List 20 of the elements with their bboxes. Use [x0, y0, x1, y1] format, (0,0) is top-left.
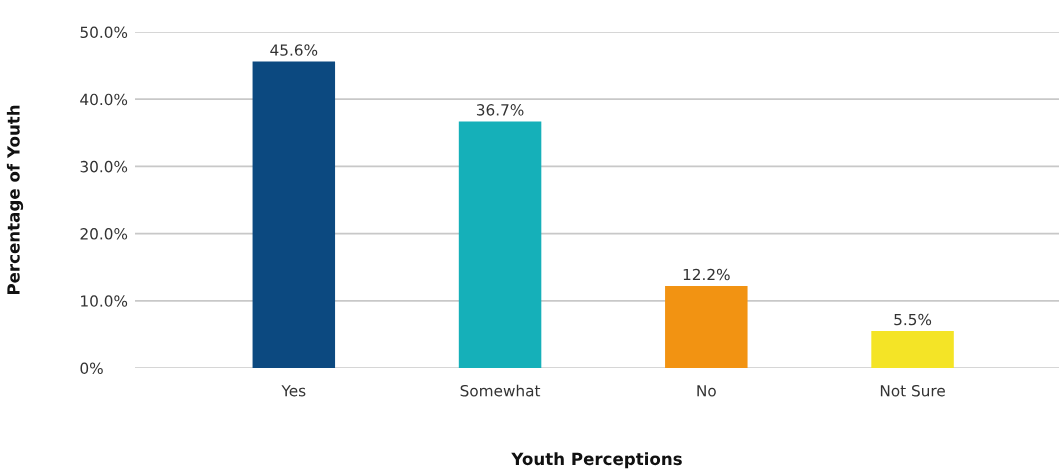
bar — [458, 121, 542, 368]
y-tick-label: 10.0% — [81, 295, 128, 307]
x-tick-label: Not Sure — [880, 384, 945, 397]
data-label: 45.6% — [270, 44, 318, 56]
y-tick-label: 20.0% — [80, 228, 128, 240]
y-axis-title: Percentage of Youth — [6, 105, 24, 295]
y-tick-label: 40.0% — [80, 93, 128, 106]
y-tick-label: 0% — [80, 362, 103, 375]
x-tick-label: No — [697, 385, 716, 397]
data-label: 12.2% — [683, 268, 730, 281]
x-tick-label: Yes — [281, 385, 306, 397]
bar — [252, 61, 336, 368]
y-tick-label: 30.0% — [80, 160, 128, 173]
bar — [665, 286, 748, 368]
bar — [871, 331, 954, 368]
data-label: 5.5% — [894, 313, 932, 326]
y-tick-label: 50.0% — [80, 26, 128, 39]
x-axis-title: Youth Perceptions — [511, 452, 682, 469]
data-label: 36.7% — [476, 104, 524, 116]
x-tick-label: Somewhat — [460, 384, 541, 397]
